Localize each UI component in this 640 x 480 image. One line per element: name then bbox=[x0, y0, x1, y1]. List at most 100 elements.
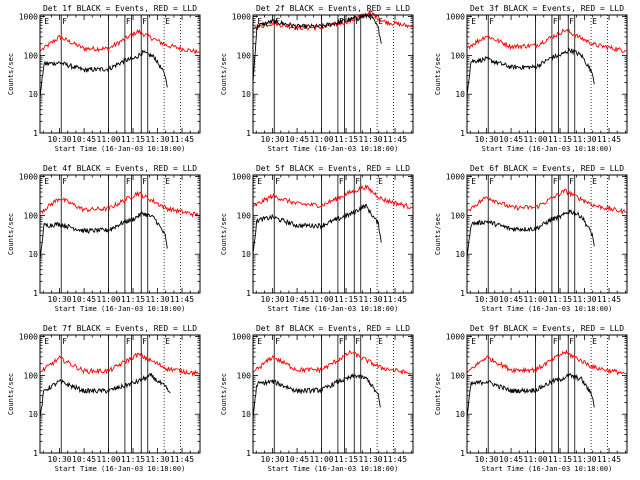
panel-det-1: Det 1f BLACK = Events, RED = LLD E F F F E 1 10… bbox=[7, 4, 201, 153]
panel-det-8: Det 8f BLACK = Events, RED = LLD E F F F E 1 10… bbox=[220, 324, 414, 473]
x-tick-label: 11:15 bbox=[121, 295, 145, 304]
x-tick-label: 11:30 bbox=[573, 295, 597, 304]
y-tick-label: 10 bbox=[241, 410, 251, 419]
time-marker-label: F bbox=[553, 177, 558, 186]
y-tick-label: 1 bbox=[246, 289, 251, 298]
y-tick-label: 1 bbox=[33, 129, 38, 138]
y-tick-label: 1 bbox=[246, 129, 251, 138]
x-tick-label: 11:30 bbox=[359, 455, 383, 464]
time-marker-label: E bbox=[378, 177, 383, 186]
y-axis-label: Counts/sec bbox=[220, 373, 228, 415]
x-axis-label: Start Time (16-Jan-03 10:18:00) bbox=[268, 465, 399, 473]
x-tick-label: 10:30 bbox=[261, 135, 285, 144]
y-tick-label: 1 bbox=[460, 449, 465, 458]
lld-series-line bbox=[466, 188, 627, 214]
time-marker-label: F bbox=[569, 17, 574, 26]
time-marker-label: E bbox=[257, 177, 262, 186]
x-tick-label: 11:30 bbox=[146, 295, 170, 304]
y-tick-label: 1 bbox=[246, 449, 251, 458]
events-series-line bbox=[466, 372, 595, 419]
x-tick-label: 10:30 bbox=[48, 455, 72, 464]
time-marker-label: F bbox=[62, 337, 67, 346]
y-axis-label: Counts/sec bbox=[220, 53, 228, 95]
plot-frame bbox=[39, 14, 201, 134]
x-tick-label: 10:45 bbox=[285, 455, 309, 464]
time-marker-label: F bbox=[126, 337, 131, 346]
time-marker-label: F bbox=[355, 337, 360, 346]
x-tick-label: 11:00 bbox=[97, 295, 121, 304]
time-marker-label: E bbox=[44, 337, 49, 346]
x-tick-label: 11:00 bbox=[310, 455, 334, 464]
x-tick-label: 10:30 bbox=[475, 295, 499, 304]
time-marker-label: F bbox=[142, 17, 147, 26]
x-tick-label: 10:45 bbox=[285, 295, 309, 304]
plot-frame bbox=[39, 334, 201, 454]
lld-series-line bbox=[252, 184, 413, 210]
y-tick-label: 100 bbox=[24, 51, 39, 60]
events-series-line bbox=[39, 372, 171, 419]
time-marker-label: F bbox=[489, 17, 494, 26]
panel-det-3: Det 3f BLACK = Events, RED = LLD E F F F E 1 10… bbox=[434, 4, 628, 153]
plot-frame bbox=[466, 334, 628, 454]
events-series-line bbox=[466, 47, 595, 97]
x-tick-label: 11:00 bbox=[97, 455, 121, 464]
x-tick-label: 10:45 bbox=[72, 455, 96, 464]
lld-series-line bbox=[39, 352, 200, 377]
x-tick-label: 10:45 bbox=[499, 135, 523, 144]
x-axis-label: Start Time (16-Jan-03 10:18:00) bbox=[55, 465, 186, 473]
y-tick-label: 100 bbox=[24, 211, 39, 220]
plot-frame bbox=[466, 14, 628, 134]
y-tick-label: 10 bbox=[28, 410, 38, 419]
time-marker-label: F bbox=[126, 17, 131, 26]
panel-title: Det 6f BLACK = Events, RED = LLD bbox=[470, 164, 624, 173]
x-tick-label: 10:30 bbox=[475, 455, 499, 464]
x-tick-label: 10:45 bbox=[499, 295, 523, 304]
x-tick-label: 10:45 bbox=[72, 135, 96, 144]
x-tick-label: 11:15 bbox=[334, 455, 358, 464]
x-axis-label: Start Time (16-Jan-03 10:18:00) bbox=[268, 305, 399, 313]
y-tick-label: 100 bbox=[237, 211, 252, 220]
y-axis-label: Counts/sec bbox=[7, 373, 15, 415]
y-tick-label: 1 bbox=[460, 289, 465, 298]
y-tick-label: 100 bbox=[451, 211, 466, 220]
time-marker-label: F bbox=[489, 177, 494, 186]
time-marker-label: F bbox=[355, 17, 360, 26]
time-marker-label: F bbox=[62, 17, 67, 26]
plot-frame bbox=[252, 334, 414, 454]
y-tick-label: 10 bbox=[28, 250, 38, 259]
panel-det-5: Det 5f BLACK = Events, RED = LLD E F F F E 1 10… bbox=[220, 164, 414, 313]
x-tick-label: 11:15 bbox=[121, 135, 145, 144]
y-axis-label: Counts/sec bbox=[7, 53, 15, 95]
time-marker-label: E bbox=[592, 337, 597, 346]
x-tick-label: 11:15 bbox=[121, 455, 145, 464]
y-axis-label: Counts/sec bbox=[434, 213, 442, 255]
x-tick-label: 11:30 bbox=[146, 455, 170, 464]
panel-det-4: Det 4f BLACK = Events, RED = LLD E F F F E 1 10… bbox=[7, 164, 201, 313]
x-axis-label: Start Time (16-Jan-03 10:18:00) bbox=[482, 145, 613, 153]
events-series-line bbox=[39, 49, 168, 99]
time-marker-label: E bbox=[257, 17, 262, 26]
y-tick-label: 10 bbox=[241, 90, 251, 99]
x-tick-label: 11:15 bbox=[548, 135, 572, 144]
time-marker-label: F bbox=[489, 337, 494, 346]
x-tick-label: 11:00 bbox=[524, 135, 548, 144]
lld-series-line bbox=[466, 28, 627, 54]
x-tick-label: 11:45 bbox=[597, 135, 621, 144]
x-tick-label: 11:45 bbox=[170, 455, 194, 464]
y-tick-label: 100 bbox=[451, 371, 466, 380]
x-tick-label: 10:30 bbox=[475, 135, 499, 144]
x-tick-label: 10:30 bbox=[48, 295, 72, 304]
time-marker-label: E bbox=[471, 177, 476, 186]
time-marker-label: F bbox=[62, 177, 67, 186]
lld-series-line bbox=[39, 190, 200, 218]
time-marker-label: E bbox=[165, 17, 170, 26]
x-tick-label: 11:15 bbox=[548, 455, 572, 464]
x-tick-label: 10:45 bbox=[285, 135, 309, 144]
time-marker-label: F bbox=[355, 177, 360, 186]
time-marker-label: E bbox=[165, 337, 170, 346]
plot-frame bbox=[252, 14, 414, 134]
panel-title: Det 3f BLACK = Events, RED = LLD bbox=[470, 4, 624, 13]
events-series-line bbox=[252, 11, 382, 83]
